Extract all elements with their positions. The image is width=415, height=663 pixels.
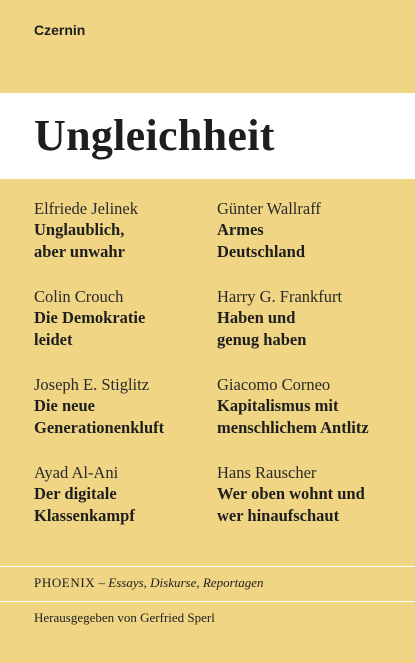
entry-frankfurt: Harry G. Frankfurt Haben und genug haben	[217, 286, 407, 351]
entry-wallraff: Günter Wallraff Armes Deutschland	[217, 198, 407, 263]
entry-work-line1: Haben und	[217, 308, 296, 327]
entry-corneo: Giacomo Corneo Kapitalismus mit menschli…	[217, 374, 407, 439]
entry-author: Günter Wallraff	[217, 199, 321, 218]
entry-author: Ayad Al-Ani	[34, 463, 119, 482]
entry-work-line2: leidet	[34, 330, 73, 349]
entry-work-line2: Deutschland	[217, 242, 306, 261]
entry-work-line2: Generationenkluft	[34, 418, 165, 437]
book-title: Ungleichheit	[34, 111, 275, 160]
entry-work-line2: aber unwahr	[34, 242, 125, 261]
entry-author: Elfriede Jelinek	[34, 199, 138, 218]
entry-author: Joseph E. Stiglitz	[34, 375, 150, 394]
entry-work-line1: Wer oben wohnt und	[217, 484, 365, 503]
title-band: Ungleichheit	[0, 93, 415, 179]
entry-work-line1: Die Demokratie	[34, 308, 146, 327]
series-line: PHOENIX – Essays, Diskurse, Reportagen	[34, 575, 264, 591]
entry-author: Hans Rauscher	[217, 463, 317, 482]
entry-author: Colin Crouch	[34, 287, 124, 306]
series-name: PHOENIX	[34, 575, 96, 590]
entry-author: Harry G. Frankfurt	[217, 287, 343, 306]
entry-work-line1: Unglaublich,	[34, 220, 125, 239]
publisher-name: Czernin	[34, 22, 86, 38]
entry-jelinek: Elfriede Jelinek Unglaublich, aber unwah…	[34, 198, 224, 263]
entry-stiglitz: Joseph E. Stiglitz Die neue Generationen…	[34, 374, 224, 439]
entry-author: Giacomo Corneo	[217, 375, 331, 394]
entry-work-line2: Klassenkampf	[34, 506, 135, 525]
entry-al-ani: Ayad Al-Ani Der digitale Klassenkampf	[34, 462, 224, 527]
entry-rauscher: Hans Rauscher Wer oben wohnt und wer hin…	[217, 462, 407, 527]
series-subtitle: Essays, Diskurse, Reportagen	[108, 575, 264, 590]
entry-work-line2: wer hinaufschaut	[217, 506, 340, 525]
entry-work-line1: Armes	[217, 220, 264, 239]
entry-work-line2: menschlichem Antlitz	[217, 418, 369, 437]
entry-crouch: Colin Crouch Die Demokratie leidet	[34, 286, 224, 351]
entry-work-line1: Kapitalismus mit	[217, 396, 339, 415]
entry-work-line1: Der digitale	[34, 484, 117, 503]
series-separator: –	[95, 575, 109, 590]
divider	[0, 601, 415, 602]
entry-work-line2: genug haben	[217, 330, 307, 349]
editor-credit: Herausgegeben von Gerfried Sperl	[34, 610, 215, 625]
entry-work-line1: Die neue	[34, 396, 95, 415]
divider	[0, 566, 415, 567]
